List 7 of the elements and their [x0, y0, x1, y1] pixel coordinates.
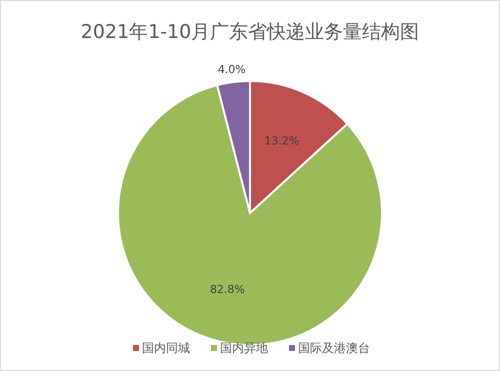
chart-title: 2021年1-10月广东省快递业务量结构图 [80, 21, 420, 43]
legend-label: 国内同城 [142, 341, 190, 356]
data-label: 4.0% [218, 62, 246, 76]
legend-label: 国内异地 [220, 341, 268, 356]
data-label: 82.8% [210, 282, 245, 296]
legend-label: 国际及港澳台 [298, 341, 370, 356]
data-label: 13.2% [264, 134, 300, 148]
